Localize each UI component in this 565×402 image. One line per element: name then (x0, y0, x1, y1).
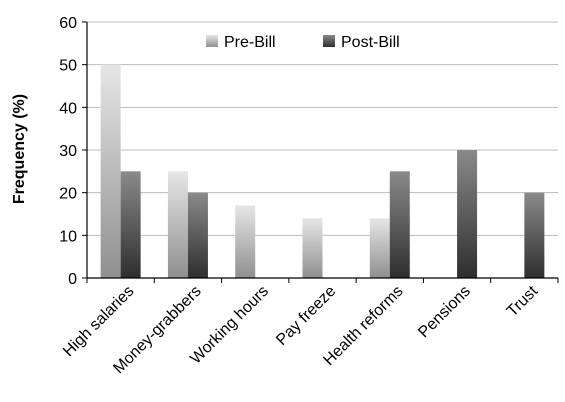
bar-pre-bill-pay-freeze (302, 218, 323, 278)
bar-post-bill-health-reforms (389, 171, 410, 278)
y-tick-label: 10 (59, 228, 77, 245)
bar-post-bill-money-grabbers (187, 192, 208, 278)
legend-swatch-post-bill (323, 35, 335, 47)
bar-pre-bill-health-reforms (369, 218, 390, 278)
bar-pre-bill-money-grabbers (167, 171, 188, 278)
gridlines (87, 21, 558, 236)
bar-post-bill-trust (524, 192, 545, 278)
bar-pre-bill-high-salaries (100, 64, 121, 279)
y-tick-labels: 0 10 20 30 40 50 60 (59, 15, 77, 288)
bar-post-bill-pensions (457, 150, 478, 278)
legend-label-pre-bill: Pre-Bill (224, 34, 276, 51)
bar-pre-bill-working-hours (235, 205, 256, 278)
legend-label-post-bill: Post-Bill (341, 34, 400, 51)
bars (100, 64, 545, 279)
y-tick-label: 50 (59, 58, 77, 75)
y-tick-label: 0 (68, 271, 77, 288)
x-category-label: Pensions (415, 283, 474, 342)
y-tick-label: 60 (59, 15, 77, 32)
y-axis-title: Frequency (%) (11, 94, 28, 204)
bar-post-bill-high-salaries (120, 171, 141, 278)
x-category-label: Pay freeze (273, 283, 339, 349)
axes (82, 21, 559, 283)
y-tick-label: 20 (59, 186, 77, 203)
legend: Pre-Bill Post-Bill (206, 34, 400, 51)
y-tick-label: 40 (59, 100, 77, 117)
y-tick-label: 30 (59, 143, 77, 160)
x-category-label: Trust (504, 282, 542, 320)
legend-swatch-pre-bill (206, 35, 218, 47)
